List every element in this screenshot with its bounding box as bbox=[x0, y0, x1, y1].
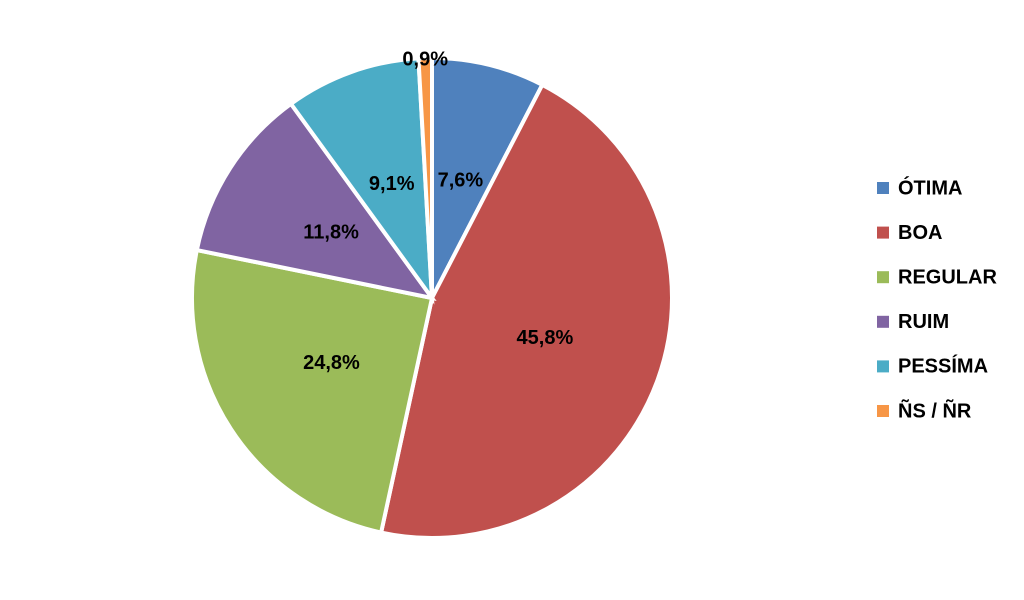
legend-label: REGULAR bbox=[898, 266, 997, 288]
legend-label: ÓTIMA bbox=[898, 175, 962, 199]
pie-slice bbox=[194, 101, 437, 301]
data-label: 0,9% bbox=[402, 48, 448, 70]
legend-swatch bbox=[877, 271, 889, 284]
pie-slice bbox=[416, 55, 434, 299]
legend-label: PESSÍMA bbox=[898, 355, 988, 378]
data-label: 45,8% bbox=[517, 327, 574, 349]
legend-label: BOA bbox=[898, 222, 942, 244]
legend-label: ÑS / ÑR bbox=[898, 399, 972, 422]
data-label: 11,8% bbox=[303, 221, 359, 243]
legend-swatch bbox=[877, 405, 889, 417]
pie-slice bbox=[430, 55, 545, 299]
legend-swatch bbox=[877, 226, 889, 239]
pie-slice bbox=[190, 247, 435, 535]
legend-swatch bbox=[877, 182, 889, 194]
legend-swatch bbox=[877, 360, 889, 373]
data-label: 9,1% bbox=[369, 173, 415, 195]
data-label: 24,8% bbox=[303, 352, 360, 374]
legend-swatch bbox=[877, 315, 889, 328]
pie-slice bbox=[288, 56, 435, 305]
legend-label: RUIM bbox=[898, 311, 949, 333]
data-label: 7,6% bbox=[438, 170, 484, 192]
pie-slice bbox=[378, 82, 674, 540]
